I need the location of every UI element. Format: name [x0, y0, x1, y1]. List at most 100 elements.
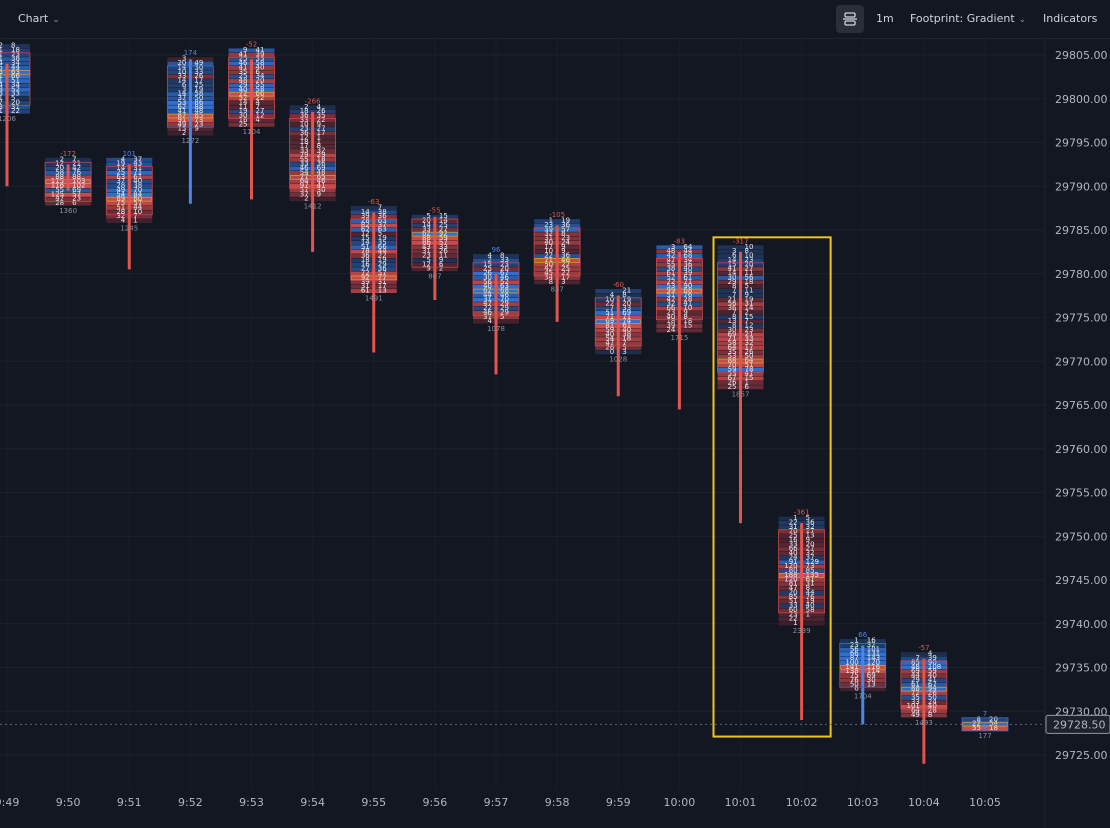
bid-volume-label: 54 [605, 335, 614, 343]
ask-volume-label: 25 [439, 221, 448, 229]
ask-volume-label: 36 [683, 260, 692, 268]
bid-volume-label: 44 [911, 672, 920, 680]
total-volume-label: 1104 [243, 128, 261, 136]
ask-volume-label: 23 [745, 256, 754, 264]
footprint-cell [289, 105, 336, 110]
bid-volume-label: 32 [666, 300, 675, 308]
x-tick-label: 9:49 [0, 796, 19, 809]
bid-volume-label: 22 [483, 304, 492, 312]
footprint-cell [717, 245, 764, 250]
bid-volume-label: 81 [789, 580, 798, 588]
ask-volume-label: 2 [745, 308, 749, 316]
ask-volume-label: 10 [133, 208, 142, 216]
ask-volume-label: 20 [989, 715, 998, 723]
bid-volume-label: 64 [728, 343, 737, 351]
ask-volume-label: 65 [317, 173, 326, 181]
bid-volume-label: 64 [911, 707, 920, 715]
ask-volume-label: 18 [683, 317, 692, 325]
bid-volume-label: 87 [177, 112, 186, 120]
bid-volume-label: 40 [605, 330, 614, 338]
bid-volume-label: 29 [728, 278, 737, 286]
ask-volume-label: 33 [745, 335, 754, 343]
ask-volume-label: 11 [745, 269, 754, 277]
bid-volume-label: 72 [666, 278, 675, 286]
bid-volume-label: 24 [789, 553, 798, 561]
ask-volume-label: 44 [133, 203, 142, 211]
bid-volume-label: 81 [605, 322, 614, 330]
footprint-style-button[interactable]: Footprint: Gradient ⌄ [910, 0, 1026, 38]
layout-split-icon[interactable] [836, 5, 864, 33]
ask-volume-label: 11 [745, 287, 754, 295]
ask-volume-label: 135 [806, 571, 819, 579]
ask-volume-label: 36 [378, 265, 387, 273]
bid-volume-label: 88 [728, 357, 737, 365]
bid-volume-label: 51 [361, 243, 370, 251]
ask-volume-label: 41 [317, 182, 326, 190]
ask-volume-label: 8 [317, 142, 321, 150]
bid-volume-label: 43 [422, 243, 431, 251]
bid-volume-label: 64 [300, 177, 309, 185]
bid-volume-label: 5 [0, 63, 3, 71]
bid-volume-label: 28 [116, 208, 125, 216]
bid-volume-label: 23 [300, 125, 309, 133]
bid-volume-label: 33 [300, 160, 309, 168]
ask-volume-label: 120 [867, 658, 880, 666]
ask-volume-label: 37 [378, 221, 387, 229]
x-tick-label: 9:58 [545, 796, 570, 809]
bid-volume-label: 31 [789, 523, 798, 531]
y-tick-label: 29765.00 [1055, 399, 1108, 412]
footprint-cell [656, 245, 703, 250]
footprint-cell [45, 162, 92, 167]
bid-volume-label: 46 [483, 308, 492, 316]
bid-volume-label: 48 [239, 77, 248, 85]
delta-label: -317 [733, 237, 749, 245]
bid-volume-label: 37 [483, 313, 492, 321]
bid-volume-label: 32 [116, 212, 125, 220]
delta-label: -55 [429, 207, 440, 215]
ask-volume-label: 20 [745, 260, 754, 268]
ask-volume-label: 129 [806, 558, 819, 566]
ask-volume-label: 1 [317, 138, 321, 146]
indicators-button[interactable]: Indicators [1043, 12, 1098, 25]
footprint-cell [350, 205, 397, 210]
total-volume-label: 837 [550, 286, 563, 294]
chart-menu-button[interactable]: Chart ⌄ [18, 0, 60, 38]
bid-volume-label: 51 [666, 291, 675, 299]
ask-volume-label: 70 [133, 186, 142, 194]
bid-volume-label: 66 [666, 304, 675, 312]
bid-volume-label: 39 [361, 212, 370, 220]
bid-volume-label: 48 [911, 663, 920, 671]
bid-volume-label: 86 [422, 238, 431, 246]
ask-volume-label: 33 [194, 68, 203, 76]
ask-volume-label: 19 [745, 295, 754, 303]
ask-volume-label: 66 [378, 243, 387, 251]
bid-volume-label: 28 [116, 182, 125, 190]
bid-volume-label: 32 [544, 230, 553, 238]
ask-volume-label: 35 [378, 238, 387, 246]
ask-volume-label: 68 [683, 252, 692, 260]
bid-volume-label: 91 [789, 558, 798, 566]
ask-volume-label: 38 [133, 182, 142, 190]
bid-volume-label: 3 [182, 55, 186, 63]
ask-volume-label: 73 [194, 116, 203, 124]
ask-volume-label: 5 [622, 343, 626, 351]
ask-volume-label: 34 [11, 59, 20, 67]
ask-volume-label: 27 [561, 260, 570, 268]
ask-volume-label: 25 [194, 81, 203, 89]
bid-volume-label: 31 [544, 234, 553, 242]
ask-volume-label: 22 [378, 252, 387, 260]
bid-volume-label: 3 [671, 243, 675, 251]
y-tick-label: 29725.00 [1055, 749, 1108, 762]
bid-volume-label: 17 [300, 142, 309, 150]
ask-volume-label: 18 [745, 278, 754, 286]
bid-volume-label: 22 [972, 720, 981, 728]
footprint-cell [0, 109, 30, 114]
bid-volume-label: 1 [793, 619, 797, 627]
interval-button[interactable]: 1m [876, 12, 894, 25]
candle-body [983, 724, 987, 729]
ask-volume-label: 6 [745, 383, 750, 391]
bid-volume-label: 21 [728, 295, 737, 303]
ask-volume-label: 5 [11, 94, 15, 102]
footprint-chart[interactable]: 29805.00 29800.00 29795.00 29790.00 29785.00… [0, 38, 1110, 828]
bid-volume-label: 10 [605, 295, 614, 303]
